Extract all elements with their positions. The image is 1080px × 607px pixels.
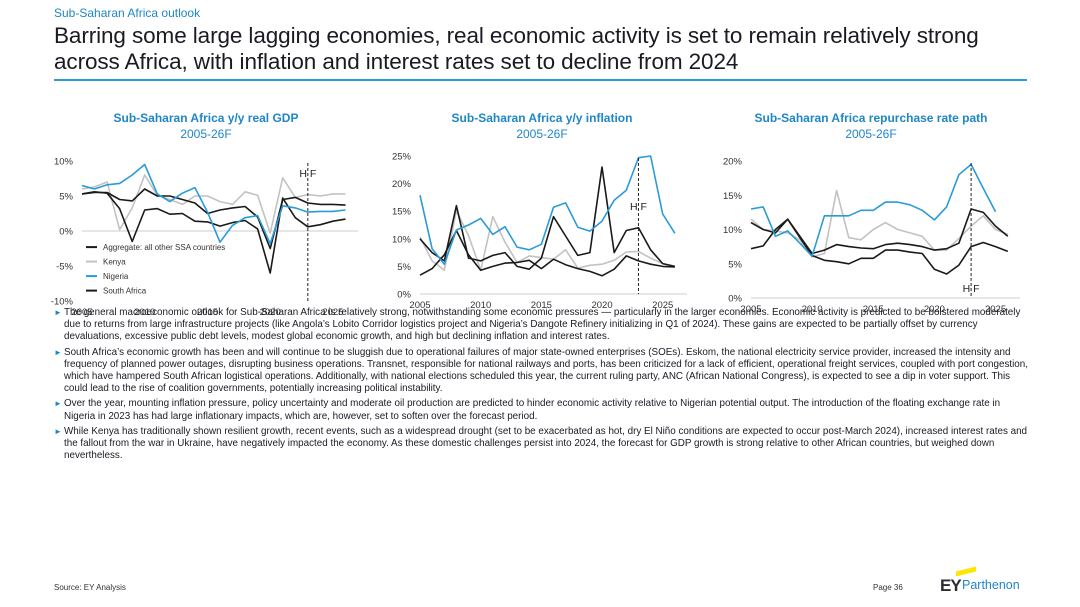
logo-ey-text: EY [940,576,962,595]
commentary-bullets: ► The general macroeconomic outlook for S… [54,307,1029,466]
legend-label: South Africa [103,287,147,296]
bullet-arrow-icon: ► [54,427,62,437]
chart-subtitle: 2005-26F [516,127,567,141]
bullet-text: The general macroeconomic outlook for Su… [64,307,1021,343]
y-tick-label: -10% [51,297,74,308]
series-line [81,174,346,234]
page-number: Page 36 [873,583,903,592]
section-kicker: Sub-Saharan Africa outlook [54,6,201,20]
inflation-chart: Sub-Saharan Africa y/y inflation 2005-26F… [360,105,720,320]
bullet-arrow-icon: ► [54,308,62,317]
x-tick-label: 2020 [591,300,612,311]
x-tick-label: 2010 [802,304,823,315]
chart-subtitle: 2005-26F [180,127,231,141]
y-tick-label: 20% [723,157,743,168]
series-line [750,208,1009,255]
bullet-text: While Kenya has traditionally shown resi… [64,426,1028,462]
series-line [750,163,997,257]
y-tick-label: 5% [59,192,73,203]
bullet-item: ► The general macroeconomic outlook for S… [54,307,1029,343]
x-tick-label: 2015 [531,300,552,311]
y-tick-label: 0% [59,227,73,238]
y-tick-label: 15% [723,191,743,202]
x-tick-label: 2020 [924,304,945,315]
y-tick-label: 15% [392,207,412,218]
x-tick-label: 2010 [470,300,491,311]
legend-label: Aggregate: all other SSA countries [103,243,225,252]
bullet-text: Over the year, mounting inflation pressu… [64,398,1001,422]
series-line [419,209,676,272]
gdp-chart-svg: Sub-Saharan Africa y/y real GDP 2005-26F -… [51,111,358,318]
x-tick-label: 2025 [985,304,1006,315]
y-tick-label: 5% [397,262,411,273]
series-line [81,163,346,245]
y-tick-label: 25% [392,152,412,163]
legend-label: Nigeria [103,272,129,281]
y-tick-label: 20% [392,179,412,190]
bullet-arrow-icon: ► [54,399,62,409]
bullet-item: ► While Kenya has traditionally shown res… [54,426,1029,462]
x-tick-label: 2015 [197,307,218,318]
x-tick-label: 2015 [863,304,884,315]
logo-yellow-bar [956,566,976,577]
series-line [750,218,1009,275]
gdp-chart: Sub-Saharan Africa y/y real GDP 2005-26F -… [0,105,370,320]
series-line [81,191,346,274]
chart-title: Sub-Saharan Africa y/y inflation [452,111,633,125]
series-line [419,229,675,277]
bullet-arrow-icon: ► [54,347,62,357]
repo-rate-chart: Sub-Saharan Africa repurchase rate path 2… [700,105,1040,320]
y-tick-label: 0% [728,294,742,305]
chart-subtitle: 2005-26F [845,127,896,141]
x-tick-label: 2020 [260,307,281,318]
x-tick-label: 2005 [71,307,92,318]
logo-parthenon-text: Parthenon [962,578,1020,592]
y-tick-label: 10% [54,157,74,168]
forecast-marker-label: H F [299,168,316,180]
forecast-marker-label: H F [963,283,980,295]
y-tick-label: 10% [723,225,743,236]
chart-title: Sub-Saharan Africa repurchase rate path [755,111,988,125]
x-tick-label: 2005 [740,304,761,315]
y-tick-label: 0% [397,290,411,301]
inflation-chart-svg: Sub-Saharan Africa y/y inflation 2005-26F… [392,111,687,311]
forecast-marker-label: H F [630,201,647,213]
legend-label: Kenya [103,258,126,267]
page-title: Barring some large lagging economies, re… [54,23,979,74]
y-tick-label: 5% [728,259,742,270]
series-line [81,188,346,250]
chart-title: Sub-Saharan Africa y/y real GDP [114,111,299,125]
source-note: Source: EY Analysis [54,583,126,592]
series-line [419,166,676,270]
x-tick-label: 2005 [409,300,430,311]
repo-rate-chart-svg: Sub-Saharan Africa repurchase rate path 2… [723,111,1020,315]
y-tick-label: -5% [56,262,73,273]
bullet-item: ► South Africa’s economic growth has been… [54,347,1029,395]
y-tick-label: 10% [392,234,412,245]
x-tick-label: 2025 [322,307,343,318]
title-divider [54,79,1027,81]
series-line [419,155,676,265]
x-tick-label: 2025 [652,300,673,311]
x-tick-label: 2010 [134,307,155,318]
bullet-text: South Africa’s economic growth has been … [64,346,1028,394]
bullet-item: ► Over the year, mounting inflation press… [54,398,1029,422]
